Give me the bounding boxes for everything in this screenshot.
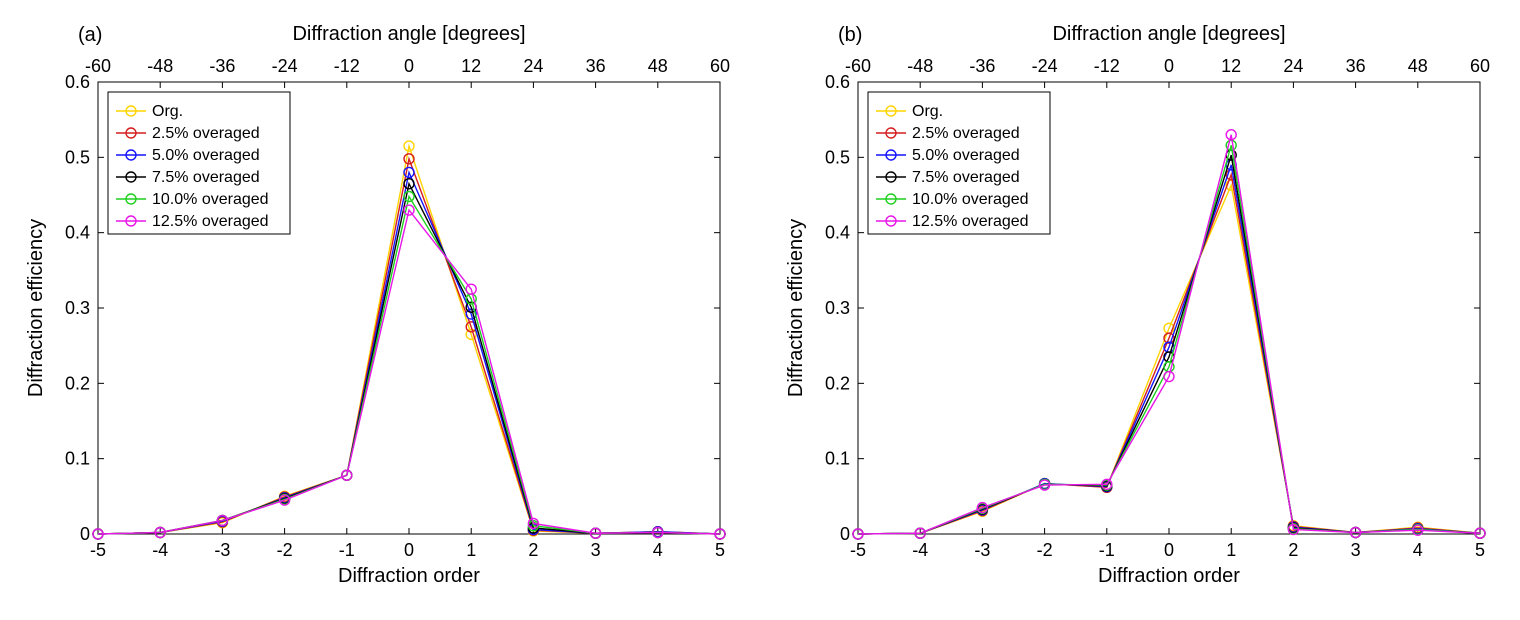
top-tick-label: -36	[969, 56, 995, 76]
legend-label: 7.5% overaged	[912, 169, 1020, 186]
top-axis-title: Diffraction angle [degrees]	[1052, 23, 1285, 45]
x-tick-label: 0	[404, 540, 414, 560]
y-tick-label: 0.3	[65, 298, 90, 318]
figure-row: (a)-5-4-3-2-1012345-60-48-36-24-12012243…	[20, 20, 1500, 600]
x-tick-label: 3	[1351, 540, 1361, 560]
x-tick-label: 4	[1413, 540, 1423, 560]
x-tick-label: -4	[152, 540, 168, 560]
top-tick-label: 24	[1283, 56, 1303, 76]
legend-label: 2.5% overaged	[912, 125, 1020, 142]
legend-label: Org.	[912, 103, 943, 120]
x-tick-label: 3	[591, 540, 601, 560]
top-axis-title: Diffraction angle [degrees]	[292, 23, 525, 45]
series-line	[858, 185, 1480, 534]
legend-label: 12.5% overaged	[152, 213, 269, 230]
x-tick-label: 2	[528, 540, 538, 560]
top-tick-label: -24	[272, 56, 298, 76]
top-tick-label: 0	[404, 56, 414, 76]
y-tick-label: 0.6	[65, 72, 90, 92]
top-tick-label: 48	[1408, 56, 1428, 76]
x-tick-label: -4	[912, 540, 928, 560]
top-tick-label: 60	[710, 56, 730, 76]
x-tick-label: -3	[214, 540, 230, 560]
y-tick-label: 0.3	[825, 298, 850, 318]
y-tick-label: 0	[80, 524, 90, 544]
panel-label-b: (b)	[838, 24, 862, 47]
x-axis-title: Diffraction order	[1098, 565, 1240, 587]
top-tick-label: -24	[1032, 56, 1058, 76]
top-tick-label: 36	[1346, 56, 1366, 76]
x-tick-label: -2	[1037, 540, 1053, 560]
top-tick-label: 48	[648, 56, 668, 76]
top-tick-label: -48	[907, 56, 933, 76]
y-tick-label: 0.5	[65, 147, 90, 167]
x-tick-label: 5	[715, 540, 725, 560]
x-tick-label: 2	[1288, 540, 1298, 560]
y-tick-label: 0.5	[825, 147, 850, 167]
x-tick-label: -5	[90, 540, 106, 560]
chart-panel-b: (b)-5-4-3-2-1012345-60-48-36-24-12012243…	[780, 20, 1500, 600]
top-tick-label: 60	[1470, 56, 1490, 76]
y-axis-title: Diffraction efficiency	[25, 219, 47, 397]
y-tick-label: 0.1	[825, 449, 850, 469]
series-line	[98, 184, 720, 534]
x-axis-title: Diffraction order	[338, 565, 480, 587]
x-tick-label: 4	[653, 540, 663, 560]
y-axis-title: Diffraction efficiency	[785, 219, 807, 397]
x-tick-label: -2	[277, 540, 293, 560]
top-tick-label: 36	[586, 56, 606, 76]
legend-label: 7.5% overaged	[152, 169, 260, 186]
top-tick-label: -36	[209, 56, 235, 76]
x-tick-label: -1	[1099, 540, 1115, 560]
x-tick-label: -3	[974, 540, 990, 560]
chart-panel-a: (a)-5-4-3-2-1012345-60-48-36-24-12012243…	[20, 20, 740, 600]
legend-label: 10.0% overaged	[912, 191, 1029, 208]
top-tick-label: 0	[1164, 56, 1174, 76]
y-tick-label: 0	[840, 524, 850, 544]
y-tick-label: 0.2	[65, 373, 90, 393]
top-tick-label: 24	[523, 56, 543, 76]
legend-label: 2.5% overaged	[152, 125, 260, 142]
top-tick-label: -48	[147, 56, 173, 76]
legend-label: 5.0% overaged	[152, 147, 260, 164]
y-tick-label: 0.6	[825, 72, 850, 92]
legend-label: Org.	[152, 103, 183, 120]
top-tick-label: 12	[461, 56, 481, 76]
chart-svg-b: -5-4-3-2-1012345-60-48-36-24-12012243648…	[780, 20, 1500, 600]
panel-label-a: (a)	[78, 24, 102, 47]
y-tick-label: 0.2	[825, 373, 850, 393]
x-tick-label: -1	[339, 540, 355, 560]
series-line	[98, 197, 720, 534]
x-tick-label: 1	[466, 540, 476, 560]
y-tick-label: 0.1	[65, 449, 90, 469]
chart-svg-a: -5-4-3-2-1012345-60-48-36-24-12012243648…	[20, 20, 740, 600]
x-tick-label: 0	[1164, 540, 1174, 560]
x-tick-label: 1	[1226, 540, 1236, 560]
series-line	[98, 210, 720, 534]
top-tick-label: -12	[334, 56, 360, 76]
x-tick-label: 5	[1475, 540, 1485, 560]
legend-label: 5.0% overaged	[912, 147, 1020, 164]
y-tick-label: 0.4	[65, 223, 90, 243]
y-tick-label: 0.4	[825, 223, 850, 243]
x-tick-label: -5	[850, 540, 866, 560]
top-tick-label: 12	[1221, 56, 1241, 76]
legend-label: 10.0% overaged	[152, 191, 269, 208]
legend-label: 12.5% overaged	[912, 213, 1029, 230]
top-tick-label: -12	[1094, 56, 1120, 76]
